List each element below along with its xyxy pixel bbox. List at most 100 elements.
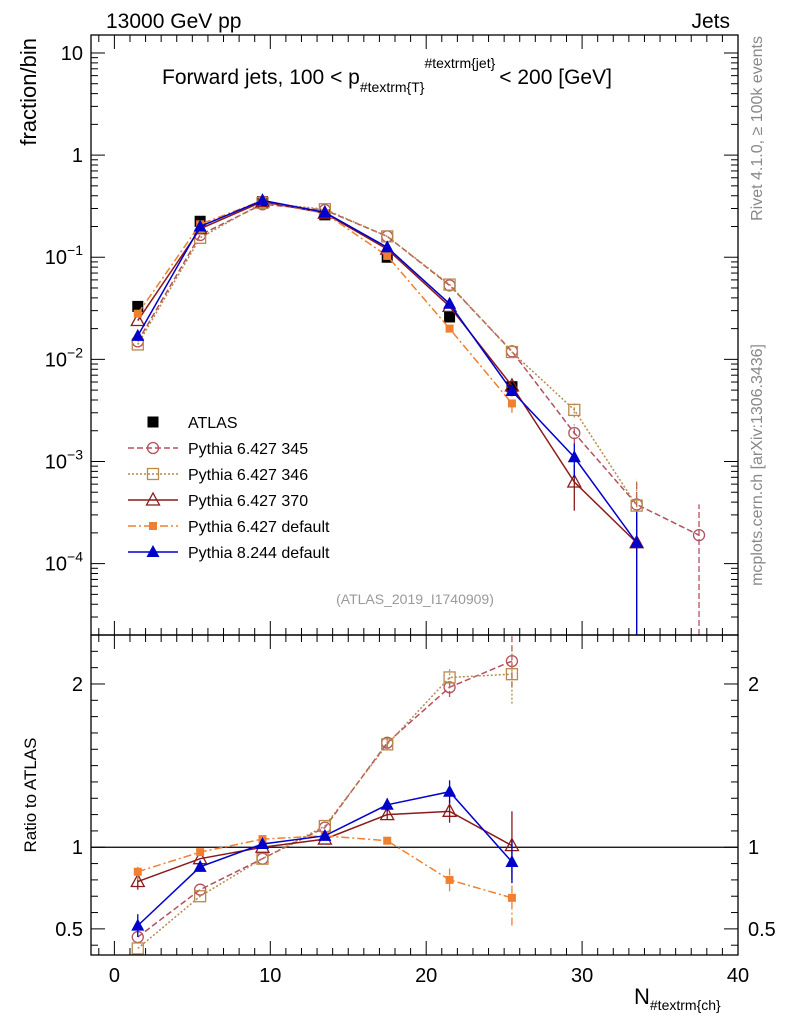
legend-entry: Pythia 6.427 370 <box>128 491 308 510</box>
series-5-main-point <box>318 205 332 218</box>
series-5-main-point <box>131 328 145 341</box>
main-y-axis-label: fraction/bin <box>16 38 41 146</box>
series-2-ratio <box>131 644 519 955</box>
series-3-main-point <box>130 312 146 327</box>
series-1-main-point <box>692 528 706 542</box>
series-5-ratio-point <box>505 854 519 867</box>
tick-label-exp: −2 <box>67 344 83 360</box>
series-2-ratio-point <box>193 890 207 903</box>
x-tick-label: 40 <box>727 965 749 987</box>
legend-marker <box>146 467 160 481</box>
series-3-ratio-point <box>441 802 458 817</box>
series-2-ratio-point <box>505 668 519 681</box>
series-2-main-point <box>630 499 643 512</box>
legend: ATLAS Pythia 6.427 345 Pythia 6.427 346 Pyt… <box>128 415 330 562</box>
series-2-main-point <box>505 345 519 359</box>
main-y-tick-label: 10−1 <box>45 242 83 269</box>
series-4-main-line <box>137 199 513 404</box>
series-5-ratio-point <box>443 784 457 797</box>
legend-label: Pythia 6.427 345 <box>188 441 308 458</box>
legend-label: Pythia 8.244 default <box>188 545 330 562</box>
series-5-main-point <box>567 450 581 463</box>
series-4-ratio <box>133 831 516 926</box>
series-3-ratio-point <box>379 806 395 821</box>
series-3-ratio-point <box>130 873 146 888</box>
main-y-tick-label: 10−2 <box>45 344 83 371</box>
ratio-y-tick-label-left: 2 <box>72 674 83 696</box>
series-4-main-point <box>383 251 392 260</box>
legend-label: ATLAS <box>188 415 238 432</box>
legend-label: Pythia 6.427 default <box>188 519 330 536</box>
series-2-ratio-point <box>256 852 269 865</box>
series-5-main-point <box>255 193 269 206</box>
series-2-ratio-point <box>381 738 394 751</box>
main-series-group <box>130 193 706 635</box>
tick-label-base: 10 <box>45 247 67 269</box>
series-1-ratio-point <box>193 883 207 896</box>
ratio-y-tick-label-left: 0.5 <box>55 919 83 941</box>
energy-label: 13000 GeV pp <box>106 10 241 33</box>
plot-title: Forward jets, 100 < p#textrm{T} #textrm{j… <box>162 55 612 95</box>
legend-marker <box>145 491 161 506</box>
series-2-ratio-point <box>443 671 456 684</box>
series-2-main-point <box>568 403 581 417</box>
main-y-tick-label: 1 <box>72 145 83 167</box>
ratio-axes: 0.5 0.51 12 20 10 20 30 40 <box>55 634 776 987</box>
tick-label-base: 10 <box>45 554 67 576</box>
legend-label: Pythia 6.427 346 <box>188 467 308 484</box>
legend-entry: ATLAS <box>147 415 238 432</box>
tick-label-exp: −1 <box>67 242 83 258</box>
ratio-y-tick-label-right: 2 <box>748 674 759 696</box>
series-4-ratio-point <box>196 848 205 857</box>
series-2-main-point <box>443 278 456 291</box>
series-5-main <box>131 193 644 635</box>
title-pre: Forward jets, 100 < p <box>162 66 360 89</box>
series-5-main-point <box>193 219 207 232</box>
ratio-y-tick-label-left: 1 <box>72 837 83 859</box>
series-1-ratio <box>131 635 519 944</box>
x-tick-label: 0 <box>109 965 120 987</box>
series-4-ratio-point <box>507 893 516 902</box>
series-4-main-point <box>507 399 516 408</box>
series-5-ratio-point <box>380 797 394 810</box>
analysis-watermark: (ATLAS_2019_I1740909) <box>336 591 494 607</box>
series-5-ratio-point <box>255 836 269 849</box>
legend-entry: Pythia 8.244 default <box>128 545 330 562</box>
series-4-ratio-point <box>445 875 454 884</box>
legend-entry: Pythia 6.427 346 <box>128 467 308 484</box>
series-5-main-point <box>505 384 519 397</box>
series-4-main <box>133 196 516 413</box>
x-tick-label: 20 <box>415 965 437 987</box>
legend-marker <box>146 545 160 557</box>
tick-label-base: 10 <box>45 349 67 371</box>
main-y-tick-label: 10−4 <box>45 549 83 576</box>
series-5-ratio <box>131 780 519 938</box>
rivet-label: Rivet 4.1.0, ≥ 100k events <box>749 36 766 221</box>
x-tick-label: 30 <box>571 965 593 987</box>
series-0-main-point <box>132 300 144 312</box>
series-2-ratio-line <box>137 673 512 950</box>
series-1-main-line <box>137 203 700 536</box>
series-1-main-point <box>568 426 581 440</box>
series-5-ratio-point <box>318 828 332 841</box>
legend-marker <box>146 441 160 455</box>
x-axis-label: N#textrm{ch} <box>634 984 721 1013</box>
main-y-tick-label: 10−3 <box>45 446 83 473</box>
series-5-ratio-point <box>193 859 207 872</box>
tick-label-base: 10 <box>61 43 83 65</box>
ratio-frame <box>90 634 739 956</box>
series-0-main-point <box>444 311 456 323</box>
ratio-series-group <box>130 635 520 955</box>
legend-entry: Pythia 6.427 default <box>128 519 330 536</box>
tick-label-exp: −3 <box>67 446 83 462</box>
series-2-ratio-point <box>131 942 144 955</box>
x-axis-label-main: N <box>634 984 650 1009</box>
x-tick-label: 10 <box>259 965 281 987</box>
tick-label-base: 10 <box>45 451 67 473</box>
topic-label: Jets <box>691 10 730 33</box>
ratio-y-axis-label: Ratio to ATLAS <box>21 738 40 853</box>
x-axis-label-sub: #textrm{ch} <box>650 997 721 1013</box>
mcplots-label: mcplots.cern.ch [arXiv:1306.3436] <box>749 344 766 586</box>
series-5-main-point <box>443 296 457 309</box>
